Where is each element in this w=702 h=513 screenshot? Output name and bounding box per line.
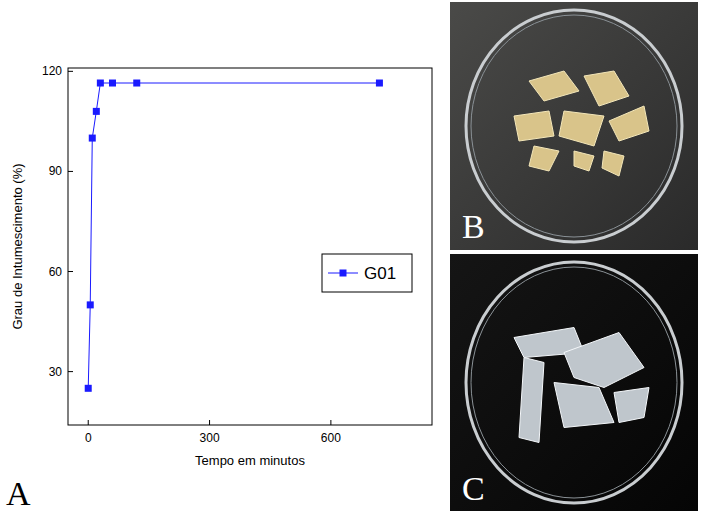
gel-fragment xyxy=(559,111,604,146)
y-tick-label: 30 xyxy=(49,365,63,379)
y-tick xyxy=(68,371,73,372)
gel-fragment xyxy=(554,383,614,428)
x-tick xyxy=(88,420,89,425)
legend-label: G01 xyxy=(364,264,396,283)
data-point xyxy=(97,80,104,87)
photo-background xyxy=(450,254,698,511)
x-tick-label: 0 xyxy=(85,431,92,445)
photo-background xyxy=(450,2,698,250)
panel-label: B xyxy=(462,208,485,245)
gel-fragment xyxy=(614,388,649,423)
x-tick xyxy=(209,420,210,425)
data-point xyxy=(133,80,140,87)
series-line xyxy=(88,83,379,388)
y-tick-label: 90 xyxy=(49,164,63,178)
x-axis-title: Tempo em minutos xyxy=(195,453,305,468)
petri-dish xyxy=(466,10,682,242)
gel-fragment xyxy=(514,111,554,141)
panel-label: C xyxy=(462,470,485,507)
data-point xyxy=(109,80,116,87)
x-tick-label: 300 xyxy=(200,431,220,445)
legend-box xyxy=(322,254,412,292)
gel-fragment xyxy=(529,71,579,101)
y-tick xyxy=(68,171,73,172)
panel-label: A xyxy=(6,475,31,512)
gel-fragment xyxy=(584,71,629,106)
data-point xyxy=(93,108,100,115)
gel-fragment xyxy=(529,146,559,171)
gel-fragment xyxy=(574,151,594,171)
data-point xyxy=(85,385,92,392)
petri-dish xyxy=(466,262,682,503)
x-tick xyxy=(330,420,331,425)
gel-fragment xyxy=(609,106,649,141)
plot-data xyxy=(85,80,383,392)
x-tick-label: 600 xyxy=(321,431,341,445)
y-tick-label: 60 xyxy=(49,265,63,279)
gel-fragment xyxy=(564,333,644,388)
data-point xyxy=(89,135,96,142)
data-point xyxy=(376,80,383,87)
legend-marker xyxy=(340,270,347,277)
petri-dish-inner xyxy=(471,267,677,498)
gel-fragment xyxy=(602,151,624,176)
y-axis-title: Grau de Intumescimento (%) xyxy=(10,163,25,329)
data-point xyxy=(87,301,94,308)
petri-dish-inner xyxy=(471,15,677,237)
figure: 30 60 90 120 0 300 600 Tempo em minutos Grau de … xyxy=(0,0,702,513)
legend: G01 xyxy=(322,254,412,292)
y-tick xyxy=(68,271,73,272)
y-tick-label: 120 xyxy=(42,64,62,78)
gel-fragment xyxy=(519,358,544,443)
y-tick xyxy=(68,71,73,72)
plot-frame xyxy=(68,68,432,425)
